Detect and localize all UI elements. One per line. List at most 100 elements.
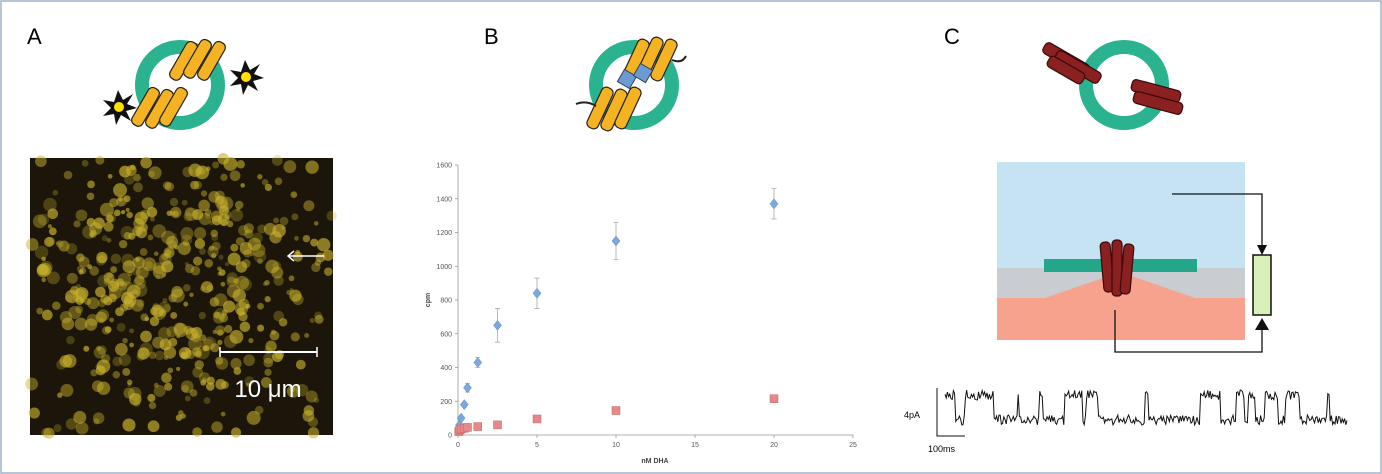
fluorescence-speck bbox=[188, 163, 202, 178]
fluorescence-speck bbox=[269, 330, 280, 341]
fluorescence-speck bbox=[65, 418, 78, 430]
fluorescence-speck bbox=[252, 243, 266, 258]
fluorescence-speck bbox=[217, 339, 223, 346]
fluorescence-speck bbox=[203, 336, 217, 350]
fluorescence-speck bbox=[181, 199, 188, 206]
fluorescence-speck bbox=[114, 209, 121, 217]
fluorescence-speck bbox=[190, 180, 200, 190]
fluorescence-speck bbox=[68, 305, 82, 320]
fluorescence-speck bbox=[212, 329, 217, 334]
fluorescence-speck bbox=[164, 382, 173, 391]
fluorescence-speck bbox=[84, 297, 92, 306]
fluorescence-speck bbox=[239, 278, 253, 291]
fluorescence-speck bbox=[74, 317, 88, 331]
x-tick-label: 25 bbox=[849, 442, 857, 449]
fluorescence-speck bbox=[116, 322, 126, 332]
fluorescence-speck bbox=[291, 213, 299, 221]
fluorescence-speck bbox=[238, 225, 249, 236]
fluorescence-speck bbox=[224, 214, 230, 220]
fluorescence-speck bbox=[168, 240, 177, 250]
fluorescence-speck bbox=[221, 309, 228, 316]
trace-y-scale: 4pA bbox=[904, 410, 920, 420]
fluorescence-speck bbox=[46, 271, 60, 285]
fluorescence-speck bbox=[127, 379, 133, 385]
fluorescence-speck bbox=[122, 418, 136, 432]
fluorescence-speck bbox=[219, 313, 229, 323]
fluorescence-speck bbox=[239, 242, 253, 255]
fluorescence-speck bbox=[194, 360, 204, 370]
fluorescence-speck bbox=[103, 277, 111, 286]
fluorescence-speck bbox=[211, 215, 222, 226]
fluorescence-speck bbox=[87, 264, 93, 270]
fluorescence-speck bbox=[201, 281, 213, 293]
fluorescence-speck bbox=[323, 267, 333, 276]
fluorescence-speck bbox=[161, 272, 167, 278]
fluorescence-speck bbox=[107, 173, 113, 179]
fluorescence-speck bbox=[205, 213, 211, 219]
fluorescence-speck bbox=[203, 345, 210, 352]
fluorescence-speck bbox=[222, 300, 236, 313]
fluorescence-speck bbox=[289, 289, 302, 302]
fluorescence-speck bbox=[243, 223, 254, 234]
fluorescence-speck bbox=[28, 407, 40, 419]
fluorescence-speck bbox=[89, 266, 99, 276]
fluorescence-speck bbox=[218, 205, 229, 216]
fluorescence-speck bbox=[55, 241, 61, 246]
point bbox=[473, 422, 482, 431]
fluorescence-speck bbox=[207, 246, 219, 258]
fluorescence-speck bbox=[46, 236, 56, 246]
fluorescence-speck bbox=[310, 238, 319, 247]
fluorescence-speck bbox=[195, 345, 210, 360]
trace-x-scale: 100ms bbox=[928, 444, 956, 454]
cartoon-a bbox=[103, 38, 264, 130]
fluorescence-speck bbox=[176, 366, 181, 372]
fluorescence-speck bbox=[213, 311, 221, 319]
fluorescence-speck bbox=[184, 207, 198, 222]
fluorescence-speck bbox=[144, 316, 150, 322]
fluorescence-speck bbox=[133, 173, 141, 182]
fluorescence-speck bbox=[106, 237, 112, 243]
fluorescence-speck bbox=[106, 272, 113, 279]
point bbox=[473, 357, 483, 368]
fluorescence-speck bbox=[93, 418, 100, 425]
micrograph bbox=[25, 152, 337, 439]
fluorescence-speck bbox=[133, 182, 143, 193]
fluorescence-speck bbox=[84, 318, 98, 331]
fluorescence-speck bbox=[97, 309, 110, 322]
fluorescence-speck bbox=[97, 274, 111, 288]
fluorescence-speck bbox=[305, 160, 319, 174]
fluorescence-speck bbox=[169, 197, 179, 207]
fluorescence-speck bbox=[216, 200, 229, 213]
x-tick-label: 5 bbox=[535, 442, 539, 449]
fluorescence-speck bbox=[118, 239, 128, 249]
fluorescence-speck bbox=[218, 269, 226, 276]
fluorescence-speck bbox=[243, 354, 255, 367]
fluorescence-speck bbox=[118, 353, 132, 367]
fluorescence-speck bbox=[326, 210, 337, 222]
fluorescence-speck bbox=[173, 323, 188, 337]
fluorescence-speck bbox=[183, 212, 193, 222]
point bbox=[463, 382, 472, 394]
fluorescence-speck bbox=[227, 252, 241, 266]
fluorescence-speck bbox=[262, 281, 268, 287]
fluorescence-speck bbox=[208, 245, 215, 251]
fluorescence-speck bbox=[75, 421, 89, 435]
point bbox=[459, 399, 469, 411]
point bbox=[532, 287, 542, 299]
point bbox=[611, 406, 621, 415]
fluorescence-speck bbox=[215, 357, 229, 370]
fluorescence-speck bbox=[194, 238, 206, 249]
y-tick-label: 1400 bbox=[436, 196, 452, 203]
fluorescence-speck bbox=[92, 412, 105, 424]
fluorescence-speck bbox=[220, 281, 226, 287]
fluorescence-speck bbox=[264, 183, 273, 192]
fluorescence-speck bbox=[315, 252, 326, 263]
fluorescence-speck bbox=[307, 427, 320, 439]
fluorescence-speck bbox=[134, 211, 148, 225]
fluorescence-speck bbox=[185, 263, 195, 274]
fluorescence-speck bbox=[230, 427, 242, 438]
fluorescence-speck bbox=[229, 330, 244, 344]
fluorescence-speck bbox=[158, 327, 171, 340]
fluorescence-speck bbox=[162, 181, 172, 190]
fluorescence-speck bbox=[109, 317, 114, 323]
